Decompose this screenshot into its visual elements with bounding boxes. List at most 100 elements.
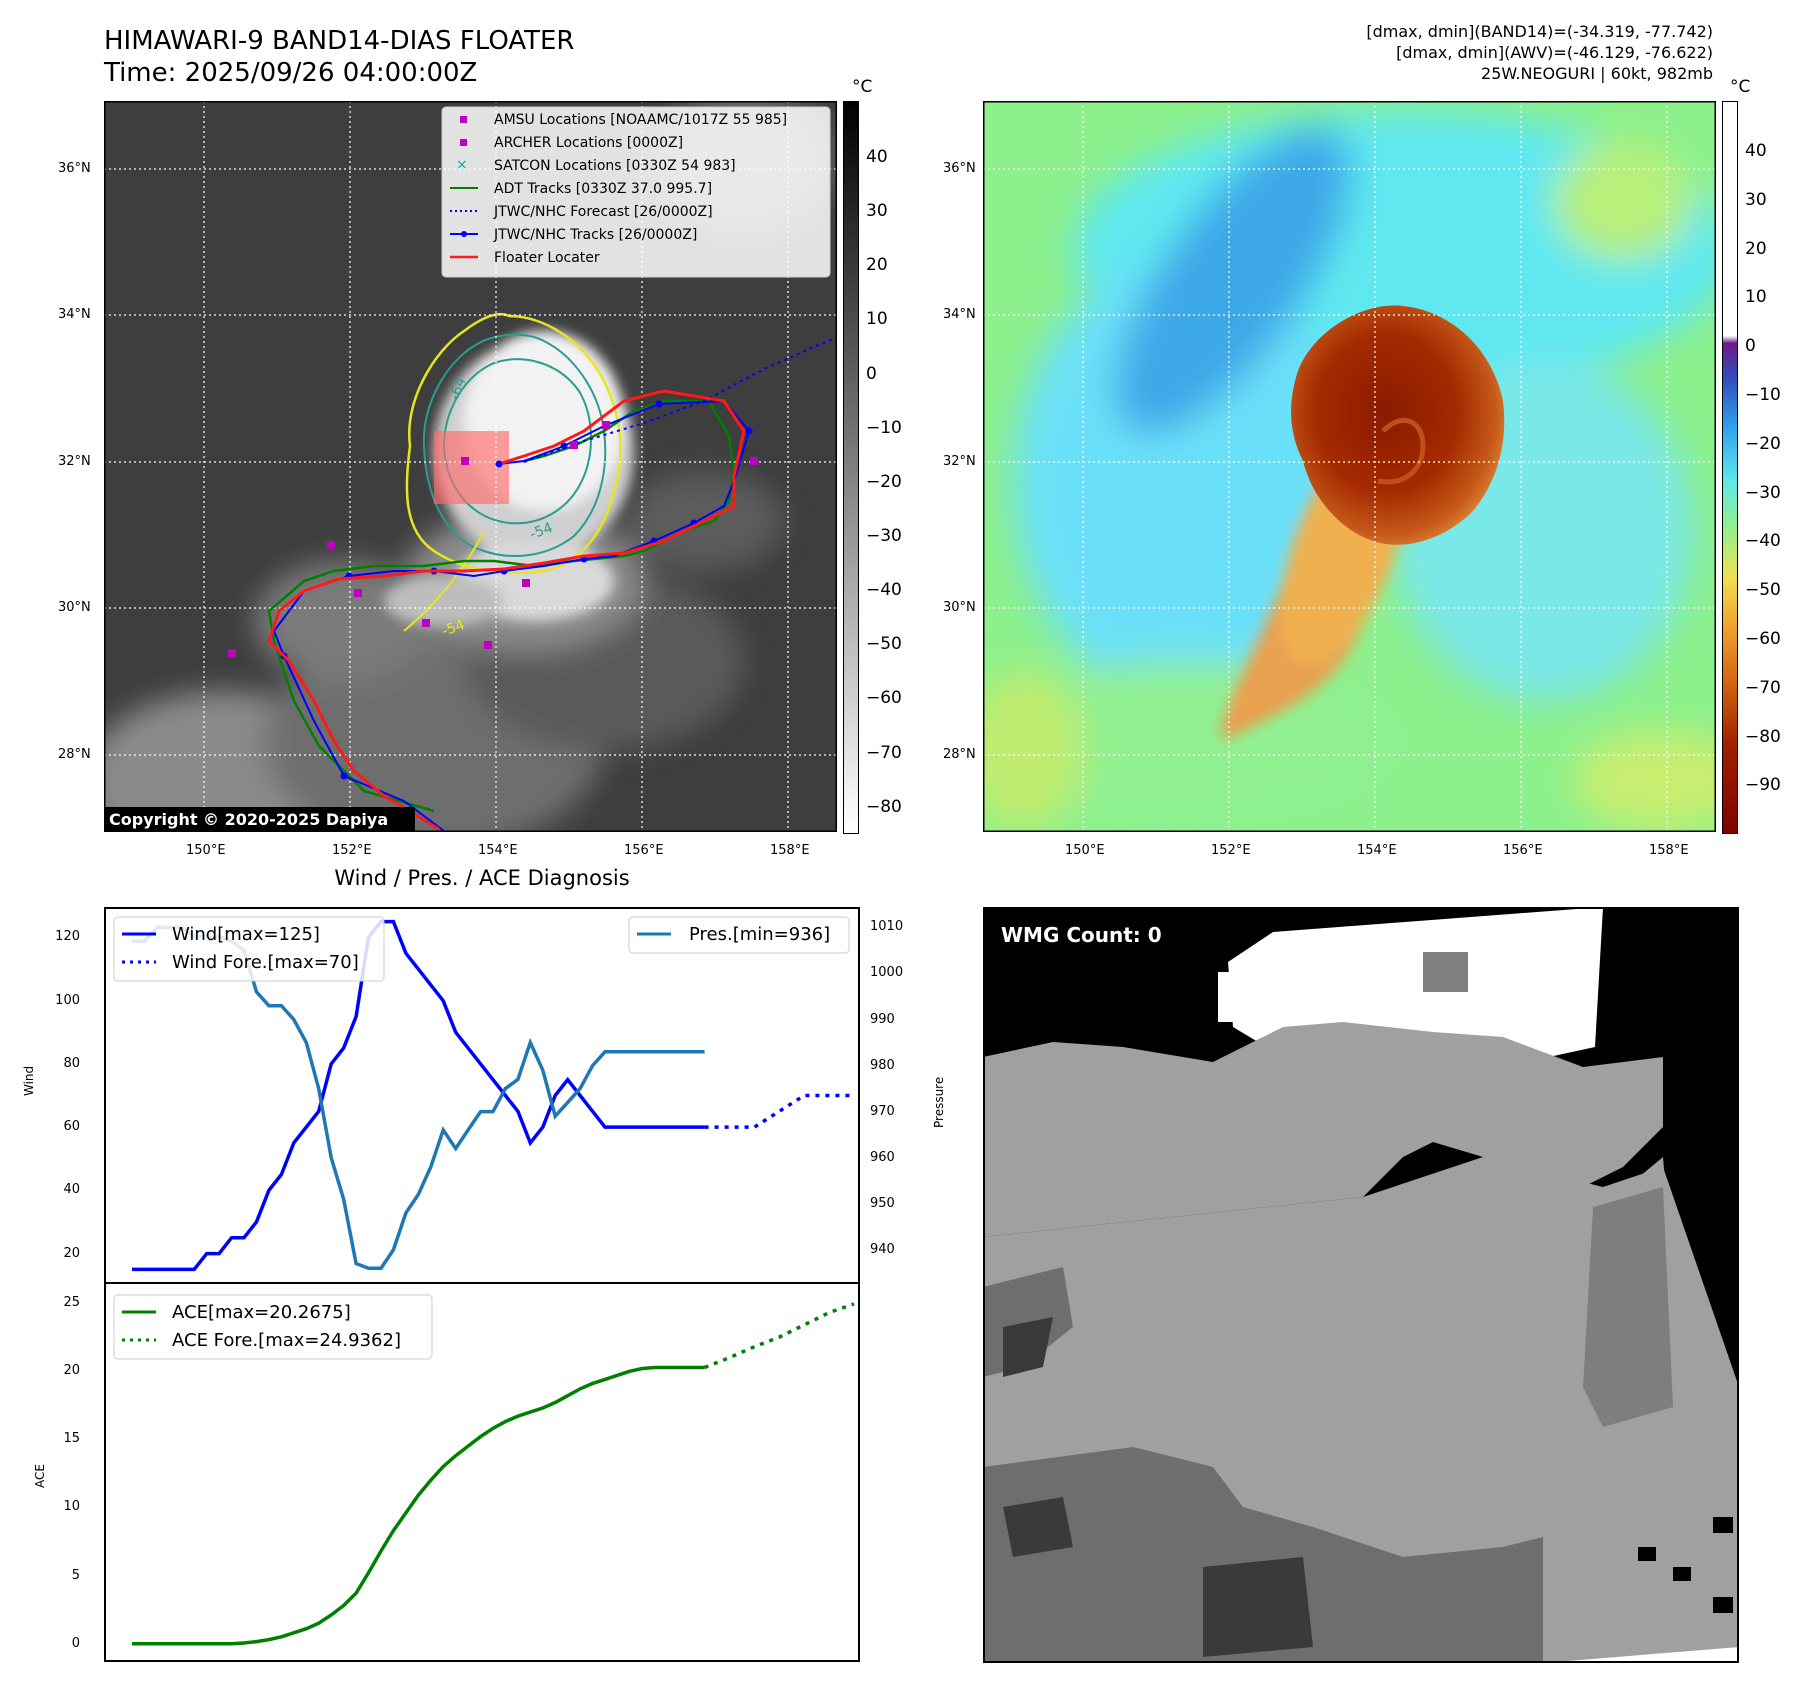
ace-tick-label: 20 — [63, 1363, 80, 1379]
series-line-wind-0 — [132, 919, 705, 1272]
gray-tick: 40 — [866, 147, 888, 167]
legend-jtwc-tracks: JTWC/NHC Tracks [26/0000Z] — [493, 227, 697, 243]
copyright-text: Copyright © 2020-2025 Dapiya — [109, 810, 388, 829]
gray-tick: −60 — [866, 688, 902, 708]
lat-label-30: 30°N — [58, 600, 91, 615]
pres-tick-label: 960 — [870, 1149, 895, 1165]
wind-tick-label: 60 — [63, 1119, 80, 1135]
legend-satcon: SATCON Locations [0330Z 54 983] — [494, 158, 736, 174]
series-line-ace-1 — [703, 1302, 855, 1370]
gray-tick: 10 — [866, 309, 888, 329]
contour-label-3: -54 — [440, 617, 467, 640]
color-tick: −10 — [1745, 385, 1781, 405]
color-tick: −40 — [1745, 531, 1781, 551]
lon-label-158: 158°E — [770, 843, 810, 858]
legend-ace: ACE[max=20.2675] — [172, 1302, 351, 1323]
pres-tick-label: 1010 — [870, 919, 904, 935]
awv-lat-36: 36°N — [943, 161, 976, 176]
pres-tick-label: 950 — [870, 1195, 895, 1211]
gray-tick: −40 — [866, 580, 902, 600]
legend-wind: Wind[max=125] — [172, 924, 320, 945]
wind-tick-label: 20 — [63, 1245, 80, 1261]
figure-title: HIMAWARI-9 BAND14-DIAS FLOATER — [104, 26, 575, 56]
diag-chart: Wind[max=125] Wind Fore.[max=70] Pres.[m… — [98, 907, 865, 1662]
awv-lon-156: 156°E — [1503, 843, 1543, 858]
awv-lon-154: 154°E — [1357, 843, 1397, 858]
lon-label-150: 150°E — [186, 843, 226, 858]
awv-lat-32: 32°N — [943, 454, 976, 469]
contour-label-1: -64 — [447, 375, 470, 402]
diag-title: Wind / Pres. / ACE Diagnosis — [334, 866, 630, 890]
lat-label-36: 36°N — [58, 161, 91, 176]
gray-tick: −30 — [866, 526, 902, 546]
figure-time: Time: 2025/09/26 04:00:00Z — [104, 58, 478, 88]
svg-text:×: × — [456, 157, 468, 173]
copyright-box — [104, 807, 415, 832]
color-tick: 0 — [1745, 336, 1756, 356]
awv-lon-152: 152°E — [1211, 843, 1251, 858]
gray-tick: −50 — [866, 634, 902, 654]
wind-legend: Wind[max=125] Wind Fore.[max=70] — [113, 916, 385, 982]
ace-tick-label: 0 — [71, 1635, 80, 1651]
ir-map: -64 -54 -54 — [84, 91, 838, 871]
wmg-dark-gray — [983, 1447, 1543, 1663]
legend-ace-fore: ACE Fore.[max=24.9362] — [172, 1330, 401, 1351]
wind-tick-label: 120 — [55, 929, 80, 945]
pres-tick-label: 1000 — [870, 965, 904, 981]
lat-label-32: 32°N — [58, 454, 91, 469]
band14-dmax-dmin: [dmax, dmin](BAND14)=(-34.319, -77.742) — [1366, 22, 1713, 41]
awv-lon-158: 158°E — [1649, 843, 1689, 858]
color-tick: −80 — [1745, 727, 1781, 747]
lat-label-34: 34°N — [58, 307, 91, 322]
pres-tick-label: 970 — [870, 1103, 895, 1119]
adt-track — [267, 399, 736, 813]
color-tick: −60 — [1745, 629, 1781, 649]
wind-ylabel: Wind — [22, 1065, 36, 1096]
color-tick: 30 — [1745, 190, 1767, 210]
legend-pressure: Pres.[min=936] — [689, 924, 830, 945]
legend-adt: ADT Tracks [0330Z 37.0 995.7] — [494, 181, 712, 197]
storm-info: 25W.NEOGURI | 60kt, 982mb — [1481, 64, 1713, 83]
map-legend: × AMSU Locations [NOAAMC/1017Z 55 985] A… — [441, 106, 831, 278]
lon-label-156: 156°E — [624, 843, 664, 858]
ace-ylabel: ACE — [33, 1464, 47, 1488]
wind-tick-label: 100 — [55, 992, 80, 1008]
legend-amsu: AMSU Locations [NOAAMC/1017Z 55 985] — [494, 112, 787, 128]
jtwc-track — [272, 399, 751, 832]
diag-panel: Wind[max=125] Wind Fore.[max=70] Pres.[m… — [98, 907, 865, 1663]
legend-wind-fore: Wind Fore.[max=70] — [172, 952, 359, 973]
awv-map-panel — [963, 100, 1753, 833]
contour-label-2: -54 — [528, 520, 555, 543]
series-line-ace-0 — [132, 1365, 705, 1646]
color-tick: 20 — [1745, 239, 1767, 259]
wind-tick-label: 80 — [63, 1055, 80, 1071]
series-line-wind-1 — [704, 1093, 854, 1129]
gray-tick: 20 — [866, 255, 888, 275]
gray-colorbar-unit: °C — [852, 77, 873, 97]
awv-lat-34: 34°N — [943, 307, 976, 322]
pressure-legend: Pres.[min=936] — [628, 916, 850, 954]
contour-yellow-band — [403, 530, 485, 632]
gray-tick: 0 — [866, 364, 877, 384]
gray-tick: −10 — [866, 418, 902, 438]
contour-yellow — [405, 312, 622, 575]
awv-dmax-dmin: [dmax, dmin](AWV)=(-46.129, -76.622) — [1396, 43, 1713, 62]
gray-tick: 30 — [866, 201, 888, 221]
color-tick: 10 — [1745, 287, 1767, 307]
color-tick: 40 — [1745, 141, 1767, 161]
lat-label-28: 28°N — [58, 747, 91, 762]
color-tick: −50 — [1745, 580, 1781, 600]
gray-tick: −20 — [866, 472, 902, 492]
ir-map-panel: -64 -54 -54 — [84, 91, 838, 871]
wmg-image: WMG Count: 0 — [983, 907, 1739, 1663]
awv-lon-150: 150°E — [1065, 843, 1105, 858]
awv-lat-30: 30°N — [943, 600, 976, 615]
lon-label-152: 152°E — [332, 843, 372, 858]
lon-label-154: 154°E — [478, 843, 518, 858]
color-tick: −30 — [1745, 483, 1781, 503]
awv-storm-core — [1291, 305, 1505, 545]
ace-tick-label: 15 — [63, 1431, 80, 1447]
color-colorbar-unit: °C — [1730, 77, 1751, 97]
legend-jtwc-forecast: JTWC/NHC Forecast [26/0000Z] — [493, 204, 713, 220]
floater-box — [434, 431, 509, 504]
